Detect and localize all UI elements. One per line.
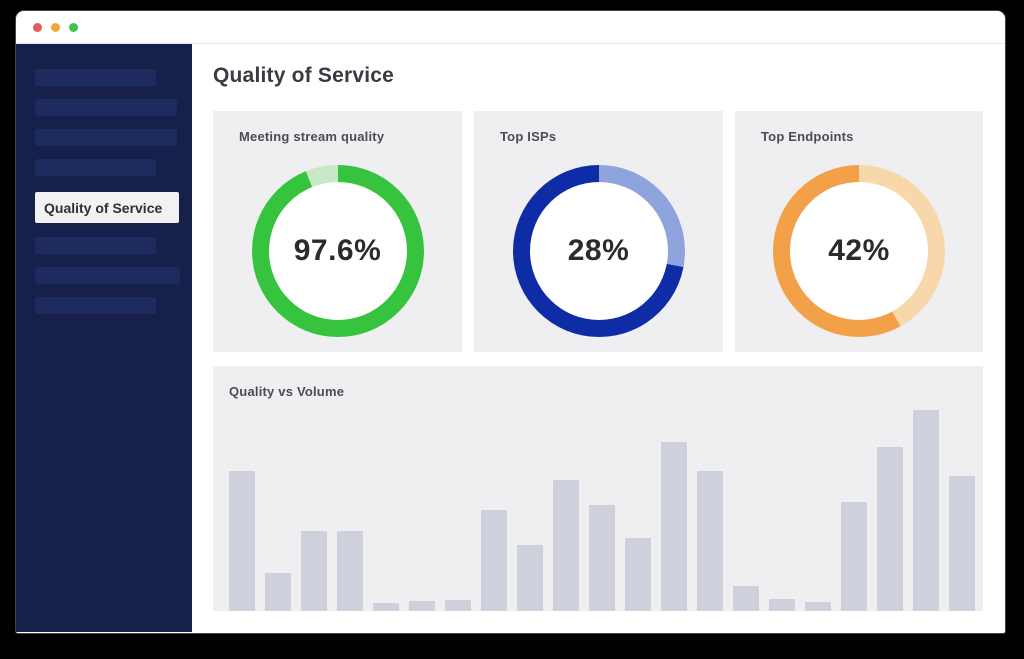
bar-chart	[229, 410, 975, 611]
bar	[733, 586, 759, 611]
sidebar-placeholder-item[interactable]	[35, 129, 177, 146]
bar	[769, 599, 795, 611]
bar	[229, 471, 255, 611]
bar	[373, 603, 399, 611]
window-body: Quality of Service Quality of Service Me…	[16, 44, 1005, 632]
bar	[553, 480, 579, 611]
sidebar-item-quality-of-service[interactable]: Quality of Service	[35, 192, 179, 223]
bar	[481, 510, 507, 611]
bar	[445, 600, 471, 611]
sidebar: Quality of Service	[16, 44, 192, 632]
sidebar-placeholder-item[interactable]	[35, 297, 156, 314]
bar	[805, 602, 831, 611]
bar	[949, 476, 975, 611]
bar	[877, 447, 903, 611]
card-quality-vs-volume: Quality vs Volume	[213, 366, 983, 611]
sidebar-placeholder-item[interactable]	[35, 267, 180, 284]
bar	[301, 531, 327, 611]
bar	[409, 601, 435, 611]
page-title: Quality of Service	[213, 64, 395, 87]
donut-chart-top-isps: 28%	[512, 165, 685, 337]
minimize-button[interactable]	[51, 22, 60, 32]
donut-chart-top-endpoints: 42%	[773, 165, 945, 337]
bar	[913, 410, 939, 611]
card-title: Meeting stream quality	[239, 129, 385, 144]
donut-chart-meeting-stream-quality: 97.6%	[251, 165, 424, 337]
donut-value: 42%	[828, 234, 890, 267]
card-title: Quality vs Volume	[229, 384, 345, 399]
sidebar-placeholder-item[interactable]	[35, 69, 156, 86]
card-top-isps: Top ISPs 28%	[474, 111, 723, 352]
card-meeting-stream-quality: Meeting stream quality 97.6%	[213, 111, 462, 352]
bar	[697, 471, 723, 611]
bar	[517, 545, 543, 611]
donut-hole: 28%	[529, 182, 668, 320]
close-button[interactable]	[33, 22, 42, 32]
card-title: Top ISPs	[500, 129, 557, 144]
card-top-endpoints: Top Endpoints 42%	[735, 111, 983, 352]
bar	[589, 505, 615, 611]
sidebar-item-label: Quality of Service	[44, 199, 163, 216]
bar	[337, 531, 363, 611]
donut-value: 28%	[567, 234, 630, 267]
sidebar-placeholder-item[interactable]	[35, 237, 156, 254]
bar	[661, 442, 687, 611]
donut-hole: 42%	[790, 182, 928, 320]
main-content: Quality of Service Meeting stream qualit…	[192, 44, 1005, 632]
donut-hole: 97.6%	[268, 182, 407, 320]
bar	[625, 538, 651, 611]
window-titlebar	[16, 11, 1005, 44]
sidebar-placeholder-item[interactable]	[35, 99, 177, 116]
bar	[841, 502, 867, 611]
app-window: Quality of Service Quality of Service Me…	[16, 11, 1005, 633]
card-title: Top Endpoints	[761, 129, 854, 144]
stats-cards-row: Meeting stream quality 97.6% Top ISPs 28…	[213, 111, 1005, 352]
bar	[265, 573, 291, 611]
donut-value: 97.6%	[293, 234, 382, 267]
zoom-button[interactable]	[69, 22, 78, 32]
sidebar-placeholder-item[interactable]	[35, 159, 156, 176]
